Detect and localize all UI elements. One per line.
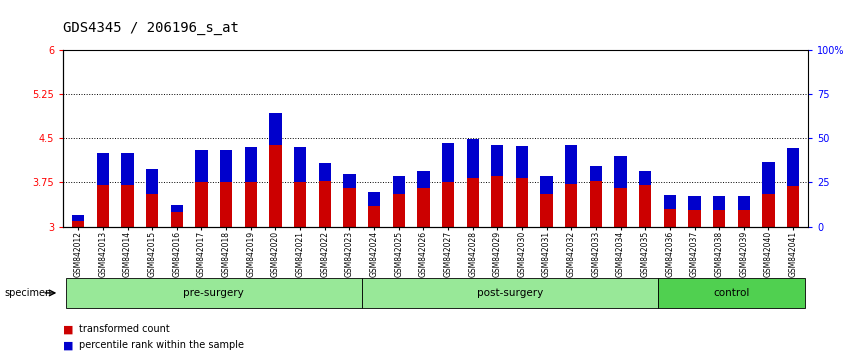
Bar — [590, 181, 602, 227]
Bar — [195, 150, 207, 182]
Bar — [294, 182, 306, 227]
Bar — [639, 171, 651, 185]
Bar — [171, 212, 183, 227]
Bar — [195, 182, 207, 227]
Bar — [664, 209, 676, 227]
FancyBboxPatch shape — [362, 278, 657, 308]
Bar — [541, 194, 552, 227]
Bar — [343, 174, 355, 188]
Bar — [492, 176, 503, 227]
Bar — [417, 171, 430, 188]
Bar — [787, 187, 799, 227]
Bar — [319, 181, 331, 227]
Bar — [466, 139, 479, 178]
Bar — [738, 196, 750, 210]
Bar — [393, 194, 405, 227]
Text: pre-surgery: pre-surgery — [184, 288, 244, 298]
Bar — [294, 147, 306, 182]
Bar — [121, 153, 134, 185]
Bar — [664, 195, 676, 209]
Bar — [368, 206, 380, 227]
Bar — [171, 205, 183, 212]
Bar — [442, 143, 454, 182]
Bar — [689, 196, 700, 210]
Text: transformed count: transformed count — [79, 324, 169, 334]
Bar — [466, 178, 479, 227]
Bar — [738, 210, 750, 227]
Bar — [762, 194, 775, 227]
Bar — [343, 188, 355, 227]
Bar — [762, 162, 775, 194]
Text: percentile rank within the sample: percentile rank within the sample — [79, 340, 244, 350]
Bar — [614, 188, 627, 227]
Bar — [96, 153, 109, 185]
Bar — [565, 184, 578, 227]
Bar — [393, 176, 405, 194]
Bar — [244, 182, 257, 227]
Bar — [244, 147, 257, 182]
Bar — [442, 182, 454, 227]
Bar — [220, 182, 233, 227]
Bar — [590, 166, 602, 181]
Bar — [689, 210, 700, 227]
Bar — [220, 150, 233, 182]
Bar — [96, 185, 109, 227]
Bar — [146, 194, 158, 227]
Bar — [516, 178, 528, 227]
Bar — [787, 148, 799, 187]
Text: ■: ■ — [63, 340, 74, 350]
Bar — [713, 196, 725, 210]
Bar — [269, 145, 282, 227]
Bar — [713, 210, 725, 227]
Bar — [269, 113, 282, 145]
Text: GDS4345 / 206196_s_at: GDS4345 / 206196_s_at — [63, 21, 239, 35]
Bar — [614, 156, 627, 188]
Bar — [72, 221, 85, 227]
Bar — [417, 188, 430, 227]
Bar — [492, 144, 503, 176]
Bar — [121, 185, 134, 227]
Text: control: control — [713, 288, 750, 298]
Bar — [319, 163, 331, 181]
Bar — [72, 215, 85, 221]
Bar — [639, 185, 651, 227]
Bar — [368, 192, 380, 206]
Bar — [516, 146, 528, 178]
Bar — [565, 145, 578, 184]
Bar — [541, 176, 552, 194]
Text: post-surgery: post-surgery — [476, 288, 543, 298]
Text: ■: ■ — [63, 324, 74, 334]
Bar — [146, 169, 158, 194]
FancyBboxPatch shape — [657, 278, 805, 308]
FancyBboxPatch shape — [66, 278, 362, 308]
Text: specimen: specimen — [4, 288, 52, 298]
